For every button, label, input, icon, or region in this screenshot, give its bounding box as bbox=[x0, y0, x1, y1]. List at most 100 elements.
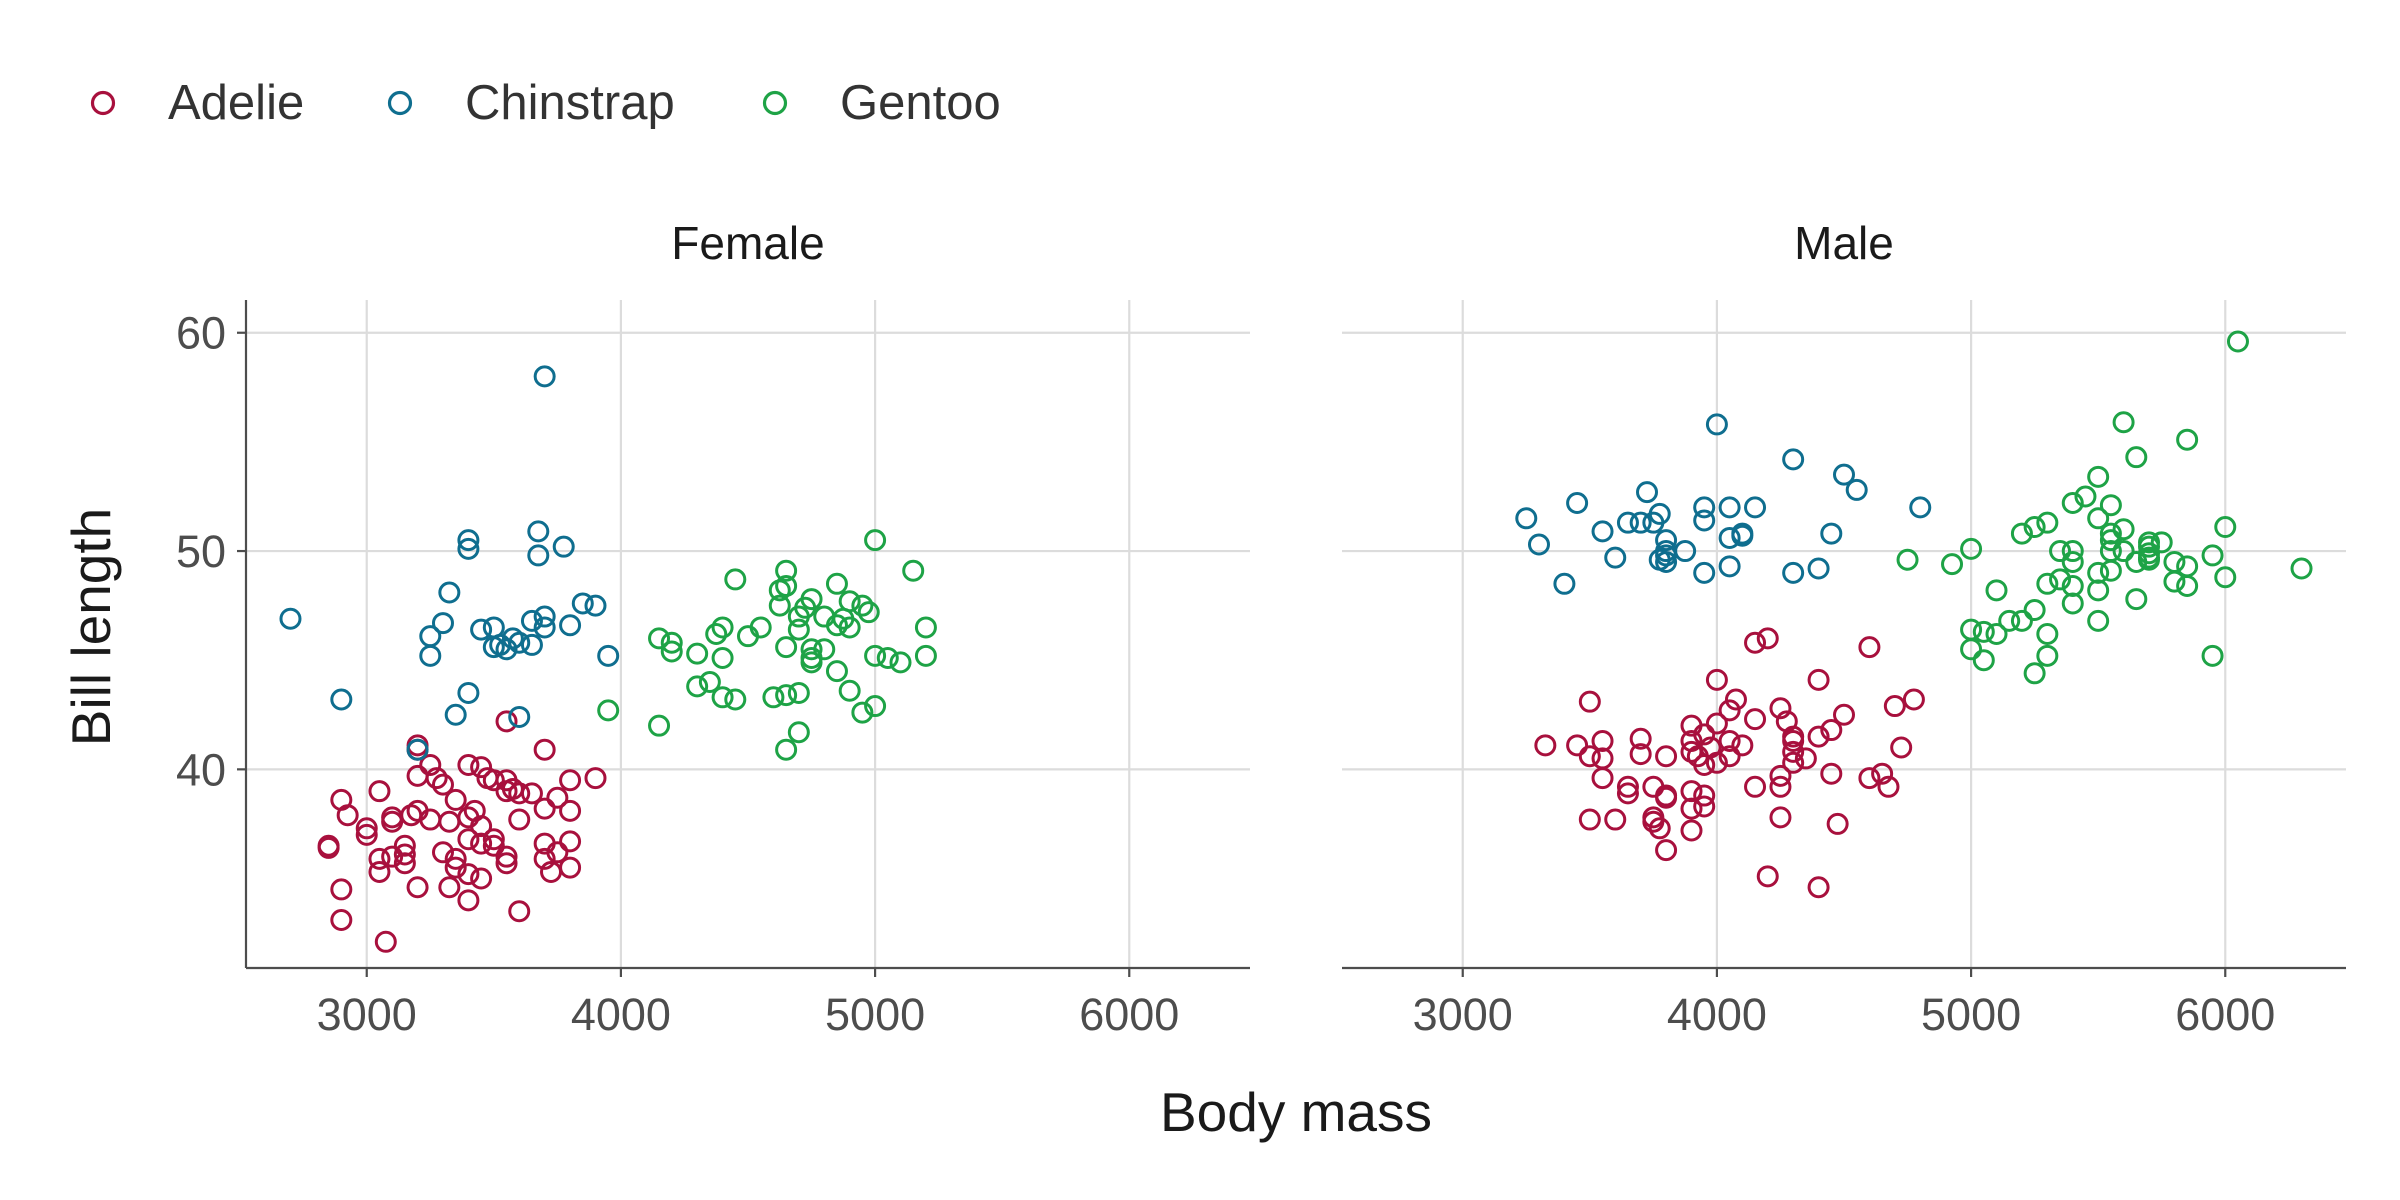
data-point bbox=[374, 930, 397, 953]
series-gentoo bbox=[1896, 330, 2313, 685]
data-point bbox=[2112, 540, 2135, 563]
data-point bbox=[1744, 775, 1767, 798]
facet-panels: Female 3000 4000 5000 6000 40 50 60 Male 3000 4000… bbox=[176, 217, 2346, 1040]
data-point bbox=[2087, 609, 2110, 632]
data-point bbox=[1680, 780, 1703, 803]
data-point bbox=[1877, 775, 1900, 798]
data-point bbox=[381, 810, 404, 833]
data-point bbox=[2112, 411, 2135, 434]
data-point bbox=[1972, 649, 1995, 672]
data-point bbox=[1718, 555, 1741, 578]
data-point bbox=[584, 767, 607, 790]
data-point bbox=[705, 623, 728, 645]
data-point bbox=[533, 616, 556, 639]
legend: Adelie Chinstrap Gentoo bbox=[90, 76, 1001, 130]
x-tick-label: 5000 bbox=[825, 989, 925, 1040]
data-point bbox=[2163, 570, 2186, 593]
data-point bbox=[330, 908, 353, 931]
data-point bbox=[1902, 688, 1925, 711]
data-point bbox=[857, 601, 880, 624]
data-point bbox=[495, 710, 518, 733]
data-point bbox=[1820, 762, 1843, 785]
data-point bbox=[2049, 568, 2072, 591]
data-point bbox=[1807, 725, 1830, 748]
data-point bbox=[1629, 727, 1652, 750]
data-point bbox=[775, 559, 798, 582]
legend-label: Chinstrap bbox=[465, 76, 675, 130]
data-point bbox=[2150, 531, 2173, 554]
data-point bbox=[508, 808, 531, 831]
data-point bbox=[787, 721, 810, 744]
data-point bbox=[438, 810, 461, 833]
data-point bbox=[864, 529, 887, 552]
data-point bbox=[1744, 708, 1767, 731]
data-point bbox=[1718, 699, 1741, 722]
data-point bbox=[1871, 762, 1894, 785]
data-point bbox=[559, 614, 582, 637]
data-point bbox=[520, 782, 543, 805]
legend-marker bbox=[90, 90, 116, 116]
data-point bbox=[438, 581, 461, 604]
data-point bbox=[1591, 747, 1614, 770]
data-point bbox=[1941, 553, 1964, 576]
data-point bbox=[1648, 817, 1671, 840]
data-point bbox=[1782, 725, 1805, 748]
data-point bbox=[2125, 446, 2148, 469]
data-point bbox=[2163, 550, 2186, 573]
data-point bbox=[2099, 494, 2122, 517]
data-point bbox=[1693, 784, 1716, 807]
data-point bbox=[470, 618, 493, 641]
data-point bbox=[2061, 550, 2084, 573]
data-point bbox=[749, 616, 772, 639]
data-point bbox=[317, 836, 340, 859]
data-point bbox=[1553, 572, 1576, 595]
data-point bbox=[527, 544, 550, 567]
data-point bbox=[1782, 751, 1805, 774]
data-point bbox=[457, 889, 480, 912]
data-point bbox=[2087, 507, 2110, 530]
gridlines bbox=[1342, 300, 2346, 968]
data-point bbox=[444, 703, 467, 726]
data-point bbox=[1693, 509, 1716, 532]
data-point bbox=[648, 714, 671, 737]
data-point bbox=[1807, 557, 1830, 580]
data-point bbox=[711, 686, 734, 709]
data-point bbox=[330, 878, 353, 901]
data-point bbox=[825, 660, 848, 683]
data-point bbox=[444, 856, 467, 879]
data-point bbox=[1578, 690, 1601, 713]
data-point bbox=[2036, 644, 2059, 667]
data-point bbox=[1960, 537, 1983, 560]
facet-male: Male 3000 4000 5000 6000 bbox=[1342, 217, 2346, 1040]
data-point bbox=[2023, 598, 2046, 621]
data-point bbox=[2087, 465, 2110, 488]
data-point bbox=[1674, 540, 1697, 563]
data-point bbox=[584, 594, 607, 617]
legend-item-chinstrap: Chinstrap bbox=[387, 76, 675, 130]
data-point bbox=[438, 876, 461, 899]
data-point bbox=[1629, 511, 1652, 534]
data-point bbox=[1616, 782, 1639, 805]
data-point bbox=[431, 612, 454, 635]
data-point bbox=[2087, 561, 2110, 584]
data-point bbox=[457, 753, 480, 776]
data-point bbox=[2061, 492, 2084, 515]
data-point bbox=[686, 675, 709, 698]
data-point bbox=[724, 568, 747, 591]
data-point bbox=[400, 804, 423, 827]
legend-marker bbox=[762, 90, 788, 116]
x-tick-label: 3000 bbox=[1413, 989, 1513, 1040]
data-point bbox=[2023, 516, 2046, 539]
series-adelie bbox=[1534, 627, 1925, 899]
data-point bbox=[2176, 428, 2199, 451]
legend-label: Gentoo bbox=[840, 76, 1001, 130]
data-point bbox=[393, 843, 416, 866]
data-point bbox=[914, 644, 937, 667]
x-tick-label: 4000 bbox=[1667, 989, 1767, 1040]
data-point bbox=[336, 804, 359, 827]
data-point bbox=[1566, 734, 1589, 757]
data-point bbox=[457, 863, 480, 886]
y-axis-title: Bill length bbox=[60, 508, 122, 746]
data-point bbox=[444, 788, 467, 811]
data-point bbox=[2214, 516, 2237, 539]
